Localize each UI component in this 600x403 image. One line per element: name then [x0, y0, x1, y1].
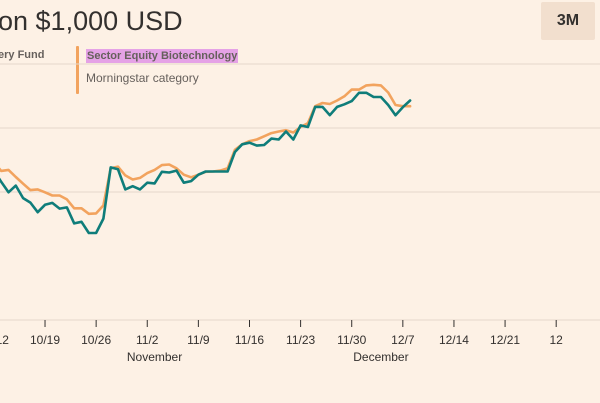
x-tick-label: 11/23 [286, 333, 315, 347]
x-tick-label: 11/9 [187, 333, 210, 347]
chart-title: on $1,000 USD [0, 6, 183, 36]
legend-category-name: Sector Equity Biotechnology [86, 49, 239, 63]
x-tick-label: 10/12 [0, 333, 9, 347]
legend-fund-label: ery Fund [0, 49, 45, 61]
month-label-december: December [353, 350, 408, 364]
x-tick-label: 12/7 [391, 333, 415, 347]
range-3m-button[interactable]: 3M [541, 2, 595, 40]
legend-category-swatch [76, 46, 79, 94]
x-tick-label: 11/16 [235, 333, 264, 347]
x-tick-label: 10/19 [30, 333, 60, 347]
series-line-category [0, 83, 412, 216]
x-tick-label: 10/26 [81, 333, 111, 347]
x-tick-label: 12/21 [490, 333, 520, 347]
series-line-fund [0, 91, 412, 235]
x-tick-label: 11/2 [136, 333, 159, 347]
x-tick-label: 12/14 [439, 333, 469, 347]
legend-category: Sector Equity Biotechnology Morningstar … [76, 46, 239, 96]
month-label-november: November [127, 350, 182, 364]
legend-category-sub: Morningstar category [86, 71, 199, 85]
x-tick-label: 11/30 [337, 333, 366, 347]
x-tick-label: 12 [550, 333, 564, 347]
